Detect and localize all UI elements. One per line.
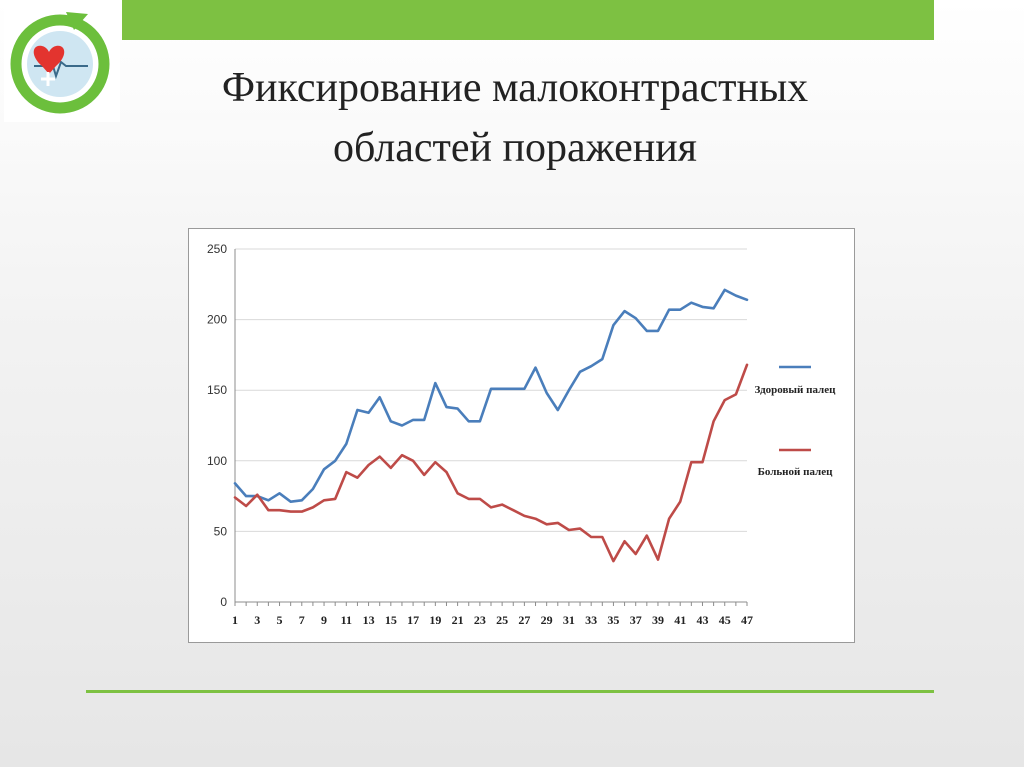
x-tick-label: 45 [719,613,731,627]
page-title: Фиксирование малоконтрастных областей по… [130,58,900,178]
page-title-line-2: областей поражения [332,125,698,171]
legend-label-1: Здоровый палец [755,384,837,396]
x-tick-label: 29 [541,613,553,627]
bottom-green-rule-fill [86,690,934,693]
logo [4,2,120,122]
line-chart: 0 50 100 150 200 250 1 3 5 7 9 11 13 15 17 19 21 23 25 27 29… [188,228,855,643]
x-tick-label: 41 [674,613,686,627]
x-tick-label: 39 [652,613,664,627]
y-tick-label: 250 [207,242,227,256]
x-tick-label: 5 [277,613,283,627]
y-tick-label: 0 [220,595,227,609]
top-green-bar [122,0,934,40]
y-tick-label: 50 [214,524,228,538]
x-tick-label: 27 [518,613,530,627]
x-tick-label: 25 [496,613,508,627]
x-tick-label: 43 [696,613,708,627]
x-tick-label: 1 [232,613,238,627]
x-tick-label: 47 [741,613,753,627]
y-tick-label: 150 [207,383,227,397]
top-green-bar-fill [122,0,934,40]
x-tick-label: 15 [385,613,397,627]
heart-cycle-logo-icon [10,12,110,114]
x-tick-label: 33 [585,613,597,627]
x-tick-label: 37 [630,613,642,627]
bottom-green-rule [86,690,934,693]
x-tick-label: 23 [474,613,486,627]
x-tick-label: 19 [429,613,441,627]
x-tick-label: 13 [363,613,375,627]
x-tick-label: 21 [452,613,464,627]
x-tick-label: 35 [607,613,619,627]
x-tick-label: 31 [563,613,575,627]
x-tick-label: 9 [321,613,327,627]
x-tick-label: 3 [254,613,260,627]
page-title-line-1: Фиксирование малоконтрастных [221,65,809,111]
legend-label-2: Больной палец [758,466,834,478]
y-tick-label: 100 [207,454,227,468]
x-tick-label: 11 [341,613,352,627]
x-tick-label: 7 [299,613,305,627]
series-line-2 [233,363,749,563]
x-tick-label: 17 [407,613,419,627]
series-layer [233,288,749,563]
series-line-1 [233,288,749,504]
y-tick-label: 200 [207,313,227,327]
legend-layer: Здоровый палец Больной палец [755,365,837,478]
